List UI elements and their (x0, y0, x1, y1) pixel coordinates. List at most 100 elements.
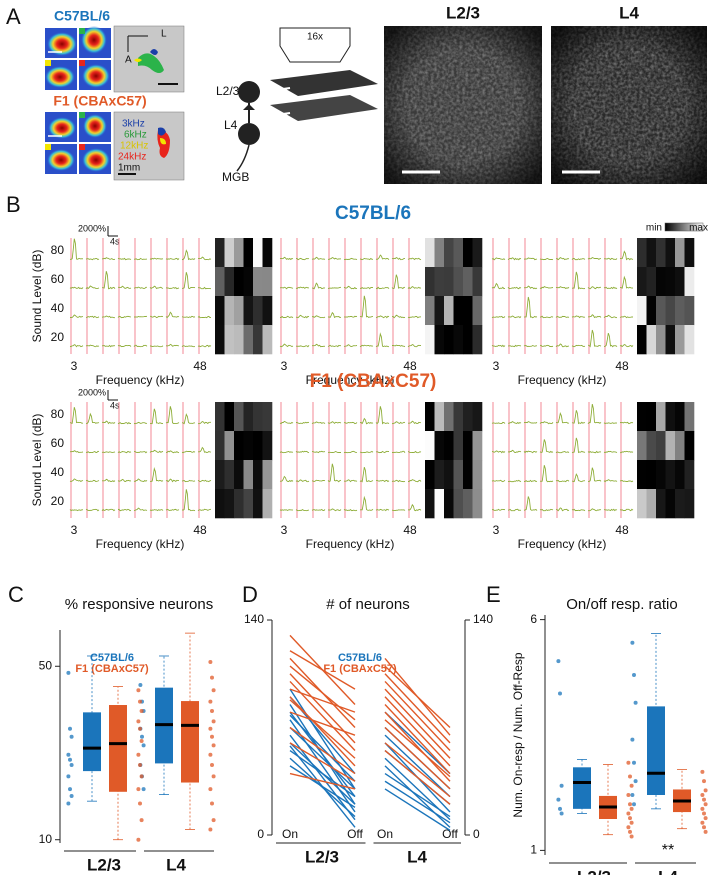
data-point (208, 787, 213, 792)
data-point (138, 763, 142, 768)
response-trace (327, 421, 342, 425)
response-trace (539, 258, 554, 261)
panel-label: A (6, 4, 21, 29)
response-trace (149, 449, 164, 453)
heatmap-cell (463, 460, 473, 490)
data-point (700, 806, 705, 811)
response-trace (392, 314, 406, 319)
heatmap-cell (434, 431, 445, 461)
x-tick-label: 3 (281, 359, 288, 373)
response-trace (540, 315, 554, 319)
data-point (629, 820, 634, 825)
heatmap-cell (444, 267, 454, 297)
response-trace (165, 478, 179, 483)
data-point (136, 837, 141, 842)
heatmap-cell (463, 238, 473, 268)
x-tick-label: 3 (493, 523, 500, 537)
response-trace (507, 449, 522, 453)
heatmap-cell (453, 431, 464, 461)
response-trace (375, 332, 390, 348)
heatmap-cell (425, 296, 435, 326)
response-trace (197, 344, 212, 348)
data-point (629, 806, 634, 811)
response-trace (197, 286, 212, 290)
response-trace (150, 315, 164, 319)
response-trace (507, 315, 522, 319)
response-trace (619, 480, 634, 483)
response-trace (619, 250, 634, 261)
x-tick-label: 3 (71, 359, 78, 373)
response-trace (587, 286, 601, 290)
heatmap-cell (637, 267, 647, 297)
colorbar-label: max (689, 223, 708, 234)
response-trace (619, 275, 634, 289)
heatmap-cell (215, 238, 225, 268)
heatmap-cell (675, 489, 685, 519)
response-trace (359, 295, 373, 319)
response-trace (523, 479, 538, 483)
y-tick-label: 0 (257, 827, 264, 841)
data-point (136, 719, 141, 724)
heatmap-cell (234, 460, 244, 490)
panel-label: B (6, 192, 21, 217)
heatmap-cell (656, 296, 666, 326)
data-point (139, 818, 144, 823)
data-point (630, 793, 635, 797)
heatmap-cell (444, 460, 454, 490)
response-trace (343, 479, 358, 483)
data-point (68, 726, 72, 731)
data-point (66, 774, 71, 779)
response-trace (311, 421, 326, 425)
response-trace (181, 489, 196, 512)
heatmap-cell (453, 460, 464, 490)
heatmap-cell (453, 489, 464, 519)
response-trace (588, 467, 602, 483)
x-tick-label: 3 (493, 359, 500, 373)
data-point (69, 763, 74, 768)
heatmap-cell (243, 238, 254, 268)
data-point (700, 820, 705, 825)
response-trace (507, 286, 522, 290)
response-trace (327, 256, 342, 260)
heatmap-cell (215, 267, 225, 297)
circuit-diagram (236, 27, 378, 172)
response-trace (491, 421, 506, 424)
data-point (632, 802, 636, 807)
box (647, 706, 665, 795)
neuron-count-line (289, 726, 356, 790)
heatmap-cell (684, 431, 695, 461)
response-trace (491, 257, 506, 261)
response-trace (197, 315, 212, 319)
y-tick-label: 20 (51, 330, 65, 344)
response-trace (571, 271, 586, 290)
data-point (208, 726, 213, 731)
response-trace (343, 421, 358, 425)
data-point (211, 688, 216, 693)
neuron-count-line (384, 680, 451, 752)
neuron-count-line (289, 711, 356, 736)
response-trace (619, 421, 634, 425)
heatmap-cell (253, 238, 263, 268)
data-point (702, 811, 706, 816)
response-trace (359, 450, 374, 454)
response-trace (491, 282, 506, 290)
response-trace (133, 478, 148, 483)
response-trace (375, 406, 390, 425)
data-point (559, 811, 564, 816)
response-trace (117, 508, 132, 512)
response-trace (359, 344, 374, 348)
heatmap-cell (253, 431, 263, 461)
response-trace (507, 257, 522, 261)
response-trace (391, 450, 406, 454)
heatmap-cell (243, 489, 254, 519)
neuron-count-line (384, 780, 451, 824)
heatmap-cell (224, 238, 235, 268)
neuron-count-line (289, 650, 356, 690)
data-point (629, 834, 634, 839)
response-trace (587, 403, 602, 425)
heatmap-cell (253, 489, 263, 519)
response-trace (571, 410, 585, 425)
box (181, 701, 199, 783)
data-point (138, 726, 142, 731)
data-point (210, 763, 214, 768)
